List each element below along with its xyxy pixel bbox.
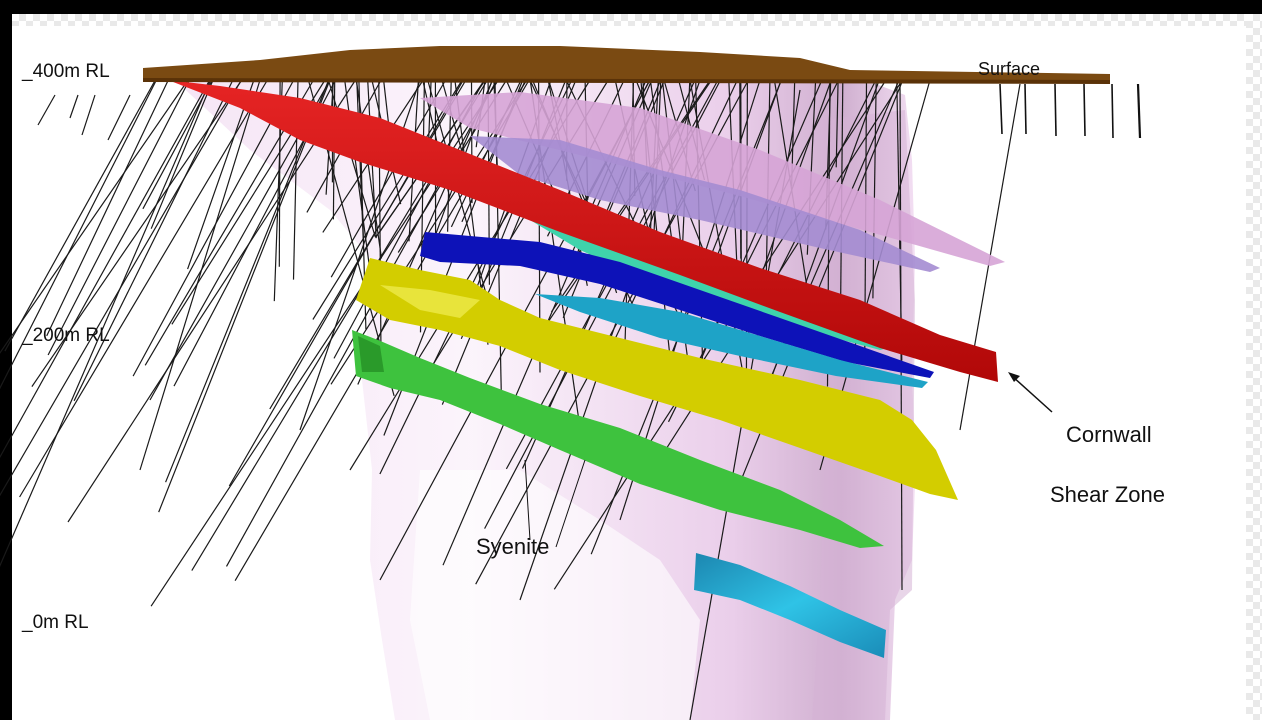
drill-hole-trace (69, 94, 79, 119)
drill-hole-trace (0, 79, 211, 459)
drill-hole-trace (187, 79, 255, 270)
syenite-label: Syenite (476, 534, 550, 559)
drill-hole-trace (330, 79, 447, 278)
rl-200-label: _200m RL (22, 325, 110, 346)
drill-hole-trace (441, 79, 465, 161)
yellow-lode-highlight (380, 285, 480, 318)
surface-topography (143, 46, 1110, 82)
drill-hole-trace (46, 79, 169, 337)
drill-hole-trace (67, 79, 357, 523)
drill-hole-trace (150, 79, 214, 229)
drill-hole-trace (872, 79, 877, 299)
drill-hole-trace (0, 79, 242, 497)
shear-zone-label: Shear Zone (1050, 482, 1165, 507)
drill-hole-trace (158, 79, 331, 513)
cyan-deep-lode (694, 553, 886, 658)
drill-hole-trace (4, 79, 156, 352)
drill-hole-trace (37, 94, 56, 126)
drill-hole-trace (139, 79, 261, 471)
cornwall-pointer-arrow (1008, 372, 1053, 413)
drill-hole-trace (31, 79, 243, 387)
drill-hole-trace (47, 79, 190, 356)
drill-hole-trace (0, 79, 212, 567)
red-cornwall-shear-zone (168, 80, 998, 382)
cyan-lode (535, 294, 928, 388)
drill-hole-trace (835, 79, 839, 168)
lilac-lode (420, 92, 1005, 266)
syenite-white-patch (410, 470, 700, 720)
green-lode-highlight (358, 336, 384, 372)
drill-hole-trace (73, 79, 234, 402)
rl-400-label: _400m RL (22, 61, 110, 82)
cornwall-label: Cornwall (1066, 422, 1152, 447)
collar-ticks (999, 83, 1142, 139)
drill-hole-trace (132, 79, 295, 377)
drill-hole-trace (142, 79, 213, 210)
blue-lode (420, 232, 934, 378)
drill-hole-trace (355, 79, 383, 259)
syenite-leader-lines (524, 459, 586, 548)
green-lode (352, 330, 884, 548)
drill-hole-trace (81, 94, 96, 136)
drill-hole-trace (107, 94, 131, 141)
window-top-border (0, 0, 1262, 14)
rl-0-label: _0m RL (22, 612, 89, 633)
yellow-lode (356, 258, 958, 500)
surface-label: Surface (978, 59, 1041, 79)
drill-hole-trace (0, 79, 189, 354)
transparency-strip-right (1246, 14, 1262, 720)
drill-hole-trace (165, 79, 330, 483)
surface-topography-edge (143, 78, 1110, 84)
drill-hole-trace (269, 79, 467, 410)
transparency-strip-top (12, 14, 1248, 26)
drill-hole-trace (312, 79, 463, 320)
drill-hole-trace (19, 79, 268, 498)
violet-lode (470, 136, 940, 272)
drill-hole-trace (0, 79, 157, 390)
window-left-border (0, 0, 12, 720)
